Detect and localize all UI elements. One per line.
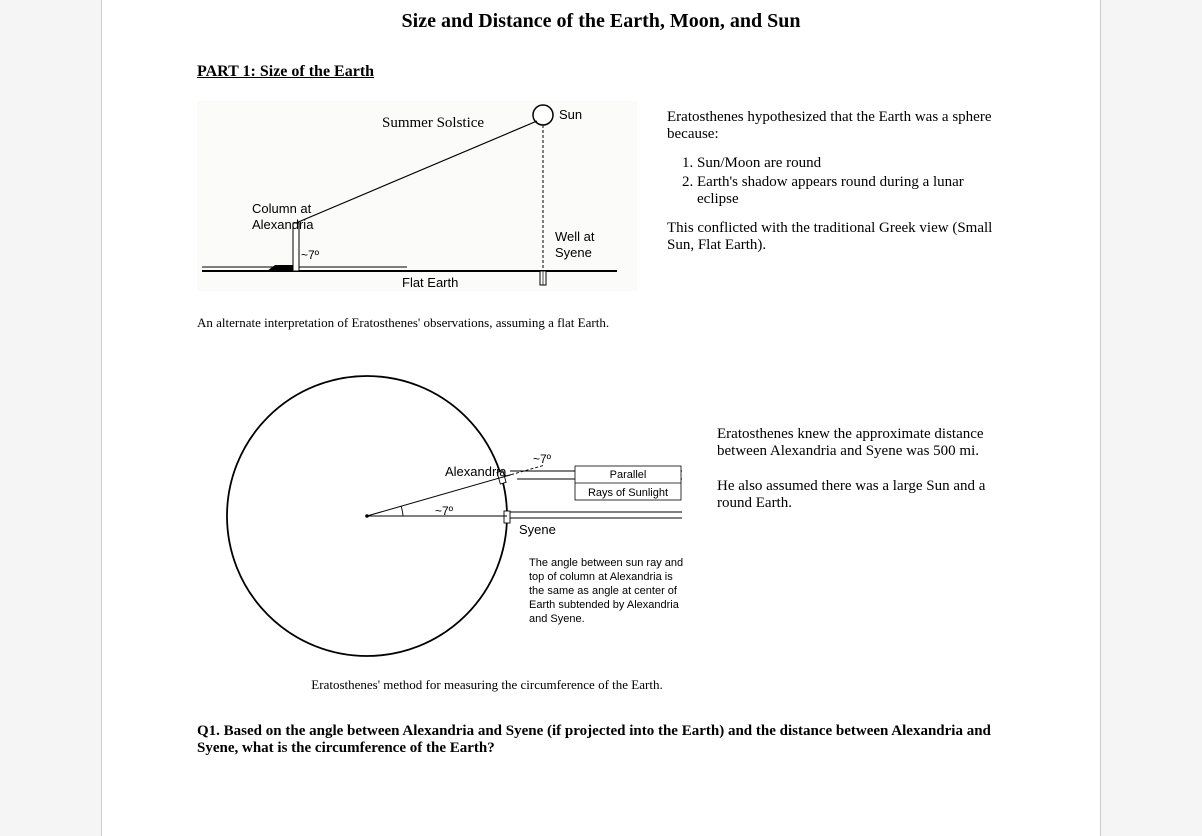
figure-1-caption: An alternate interpretation of Eratosthe… [197, 315, 637, 331]
note-5: and Syene. [529, 613, 585, 625]
flat-earth-label: Flat Earth [402, 275, 458, 290]
note-2: top of column at Alexandria is [529, 571, 673, 583]
parallel-label-1: Parallel [610, 469, 647, 481]
hypothesis-intro: Eratosthenes hypothesized that the Earth… [667, 109, 1005, 143]
alexandria-label: Alexandria [445, 464, 507, 479]
well-label-1: Well at [555, 229, 595, 244]
note-4: Earth subtended by Alexandria [529, 599, 680, 611]
note-1: The angle between sun ray and [529, 557, 683, 569]
figure-2: Syene Alexandria Parallel [197, 371, 687, 693]
parallel-label-2: Rays of Sunlight [588, 487, 668, 499]
hypothesis-list: Sun/Moon are round Earth's shadow appear… [697, 155, 1005, 208]
angle-top-label: ~7º [533, 452, 552, 466]
distance-para: Eratosthenes knew the approximate distan… [717, 426, 1005, 460]
figure-2-caption: Eratosthenes' method for measuring the c… [197, 677, 687, 693]
assumption-para: He also assumed there was a large Sun an… [717, 478, 1005, 512]
document-title: Size and Distance of the Earth, Moon, an… [197, 10, 1005, 33]
summer-solstice-label: Summer Solstice [382, 115, 484, 131]
angle-label-flat: ~7º [301, 248, 320, 262]
well-label-2: Syene [555, 245, 592, 260]
hypothesis-text: Eratosthenes hypothesized that the Earth… [667, 101, 1005, 331]
syene-column [504, 511, 510, 523]
hypothesis-item-1: Sun/Moon are round [697, 155, 1005, 172]
hypothesis-conflict: This conflicted with the traditional Gre… [667, 220, 1005, 254]
flat-earth-diagram: Sun Well at Syene ~7º Column at Alexandr… [197, 101, 637, 311]
question-1: Q1. Based on the angle between Alexandri… [197, 723, 1005, 757]
eratosthenes-text: Eratosthenes knew the approximate distan… [717, 371, 1005, 693]
angle-center-label: ~7º [435, 504, 454, 518]
sun-label: Sun [559, 107, 582, 122]
syene-label: Syene [519, 522, 556, 537]
figure-2-row: Syene Alexandria Parallel [197, 371, 1005, 693]
column-label-1: Column at [252, 201, 312, 216]
part-1-heading: PART 1: Size of the Earth [197, 63, 1005, 81]
note-3: the same as angle at center of [529, 585, 678, 597]
round-earth-diagram: Syene Alexandria Parallel [197, 371, 687, 671]
figure-1: Sun Well at Syene ~7º Column at Alexandr… [197, 101, 637, 331]
column-label-2: Alexandria [252, 217, 314, 232]
document-page: Size and Distance of the Earth, Moon, an… [101, 0, 1101, 836]
hypothesis-item-2: Earth's shadow appears round during a lu… [697, 174, 1005, 208]
figure-1-row: Sun Well at Syene ~7º Column at Alexandr… [197, 101, 1005, 331]
